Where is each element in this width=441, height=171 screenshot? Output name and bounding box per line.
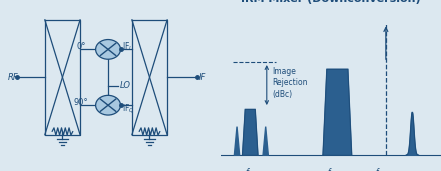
Circle shape <box>96 95 120 115</box>
Polygon shape <box>263 127 268 155</box>
Text: 0°: 0° <box>77 42 86 51</box>
Polygon shape <box>323 69 352 155</box>
Text: IF: IF <box>199 73 207 82</box>
Circle shape <box>96 40 120 59</box>
Polygon shape <box>243 109 258 155</box>
Text: IF$_I$: IF$_I$ <box>122 40 132 53</box>
Text: $f_{IF}$: $f_{IF}$ <box>245 167 255 171</box>
Polygon shape <box>406 113 419 155</box>
Text: IF$_Q$: IF$_Q$ <box>122 102 135 115</box>
Text: IRM Mixer (Downconversion): IRM Mixer (Downconversion) <box>241 0 421 4</box>
Text: RF: RF <box>7 73 18 82</box>
Text: $f_{LO}$: $f_{LO}$ <box>327 167 339 171</box>
Text: Image
Rejection
(dBc): Image Rejection (dBc) <box>273 67 308 98</box>
Text: $f_{IMAGE}$: $f_{IMAGE}$ <box>375 167 397 171</box>
Text: LO: LO <box>120 81 131 90</box>
Text: 90°: 90° <box>74 98 89 107</box>
Polygon shape <box>235 127 240 155</box>
